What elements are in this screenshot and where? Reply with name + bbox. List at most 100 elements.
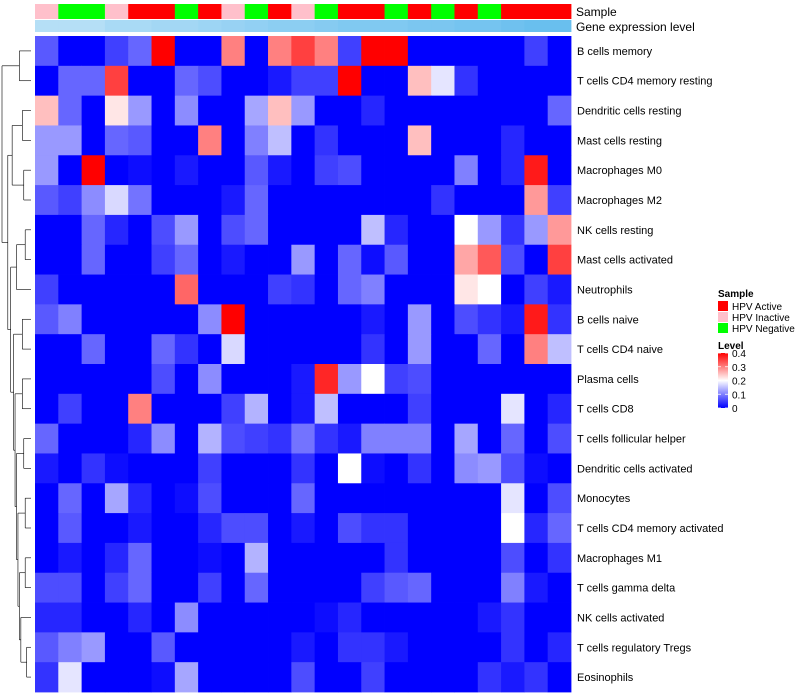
heatmap-cell — [361, 65, 385, 97]
heatmap-cell — [268, 274, 292, 305]
heatmap-cell — [337, 185, 362, 216]
heatmap-cell — [151, 95, 176, 126]
heatmap-cell — [524, 95, 549, 126]
heatmap-cell — [221, 65, 246, 97]
heatmap-cell — [104, 513, 129, 544]
heatmap-cell — [244, 364, 269, 395]
heatmap-cell — [35, 244, 59, 275]
heatmap-cell — [198, 185, 222, 216]
heatmap-cell — [151, 513, 176, 544]
heatmap-cell — [501, 185, 525, 216]
heatmap-cell — [361, 632, 385, 663]
heatmap-cell — [151, 572, 176, 603]
heatmap-cell — [407, 602, 432, 633]
heatmap-cell — [314, 483, 339, 514]
heatmap-cell — [501, 632, 525, 663]
heatmap-cell — [151, 483, 176, 514]
heatmap-cell — [501, 453, 525, 484]
heatmap-cell — [198, 274, 222, 305]
heatmap-cell — [384, 542, 409, 574]
heatmap-cell — [431, 513, 455, 544]
heatmap-cell — [268, 155, 292, 186]
heatmap-cell — [291, 602, 316, 633]
heatmap-cell — [337, 662, 362, 693]
heatmap-cell — [407, 393, 432, 425]
heatmap-cell — [407, 513, 432, 544]
heatmap-cell — [454, 185, 479, 216]
heatmap-cell — [501, 274, 525, 305]
heatmap-cell — [58, 483, 83, 514]
sample-annotation-cell — [524, 4, 549, 19]
heatmap-cell — [384, 125, 409, 156]
heatmap-cell — [384, 36, 409, 67]
expression-annotation-cell — [244, 20, 269, 32]
heatmap-cell — [268, 334, 292, 365]
heatmap-cell — [431, 304, 455, 335]
heatmap-cell — [337, 393, 362, 425]
heatmap-cell — [198, 453, 222, 484]
heatmap-cell — [268, 483, 292, 514]
heatmap-cell — [361, 453, 385, 484]
heatmap-cell — [35, 513, 59, 544]
heatmap-cell — [244, 185, 269, 216]
heatmap-cell — [221, 632, 246, 663]
heatmap-cell — [151, 304, 176, 335]
heatmap-cell — [547, 334, 572, 365]
heatmap-cell — [384, 364, 409, 395]
heatmap-cell — [151, 125, 176, 156]
expression-annotation-cell — [501, 20, 525, 32]
sample-annotation-cell — [104, 4, 129, 19]
heatmap-cell — [58, 65, 83, 97]
heatmap-cell — [151, 36, 176, 67]
heatmap-cell — [361, 155, 385, 186]
sample-annotation-cell — [198, 4, 222, 19]
heatmap-cell — [524, 274, 549, 305]
heatmap-cell — [501, 542, 525, 574]
heatmap-cell — [35, 483, 59, 514]
heatmap-cell — [174, 483, 199, 514]
heatmap-cell — [151, 155, 176, 186]
heatmap-cell — [501, 155, 525, 186]
heatmap-cell — [58, 542, 83, 574]
heatmap-cell — [81, 214, 106, 246]
heatmap-cell — [337, 453, 362, 484]
heatmap-cell — [244, 393, 269, 425]
heatmap-cell — [151, 65, 176, 97]
heatmap-cell — [547, 393, 572, 425]
heatmap-cell — [431, 214, 455, 246]
heatmap-cell — [431, 453, 455, 484]
heatmap-cell — [174, 36, 199, 67]
heatmap-cell — [454, 513, 479, 544]
heatmap-cell — [501, 95, 525, 126]
heatmap-cell — [454, 334, 479, 365]
heatmap-cell — [198, 542, 222, 574]
heatmap-cell — [314, 95, 339, 126]
heatmap-cell — [151, 632, 176, 663]
heatmap-cell — [524, 572, 549, 603]
heatmap-cell — [198, 393, 222, 425]
heatmap-cell — [291, 513, 316, 544]
heatmap-cell — [58, 36, 83, 67]
heatmap-cell — [501, 65, 525, 97]
heatmap-cell — [244, 513, 269, 544]
heatmap-cell — [454, 36, 479, 67]
expression-annotation-cell — [477, 20, 502, 32]
heatmap-cell — [314, 334, 339, 365]
heatmap-cell — [35, 304, 59, 335]
heatmap-cell — [104, 483, 129, 514]
heatmap-cell — [547, 542, 572, 574]
heatmap-cell — [524, 334, 549, 365]
heatmap-cell — [524, 453, 549, 484]
heatmap-cell — [454, 662, 479, 693]
heatmap-cell — [128, 304, 152, 335]
heatmap-cell — [384, 423, 409, 454]
sample-annotation-cell — [128, 4, 152, 19]
heatmap-cell — [268, 65, 292, 97]
row-dendrogram — [1, 50, 31, 678]
heatmap-cell — [198, 572, 222, 603]
heatmap-cell — [407, 155, 432, 186]
row-label: T cells CD4 memory activated — [577, 523, 724, 535]
heatmap-cell — [221, 393, 246, 425]
row-label: T cells CD4 memory resting — [577, 76, 713, 88]
heatmap-cell — [151, 334, 176, 365]
